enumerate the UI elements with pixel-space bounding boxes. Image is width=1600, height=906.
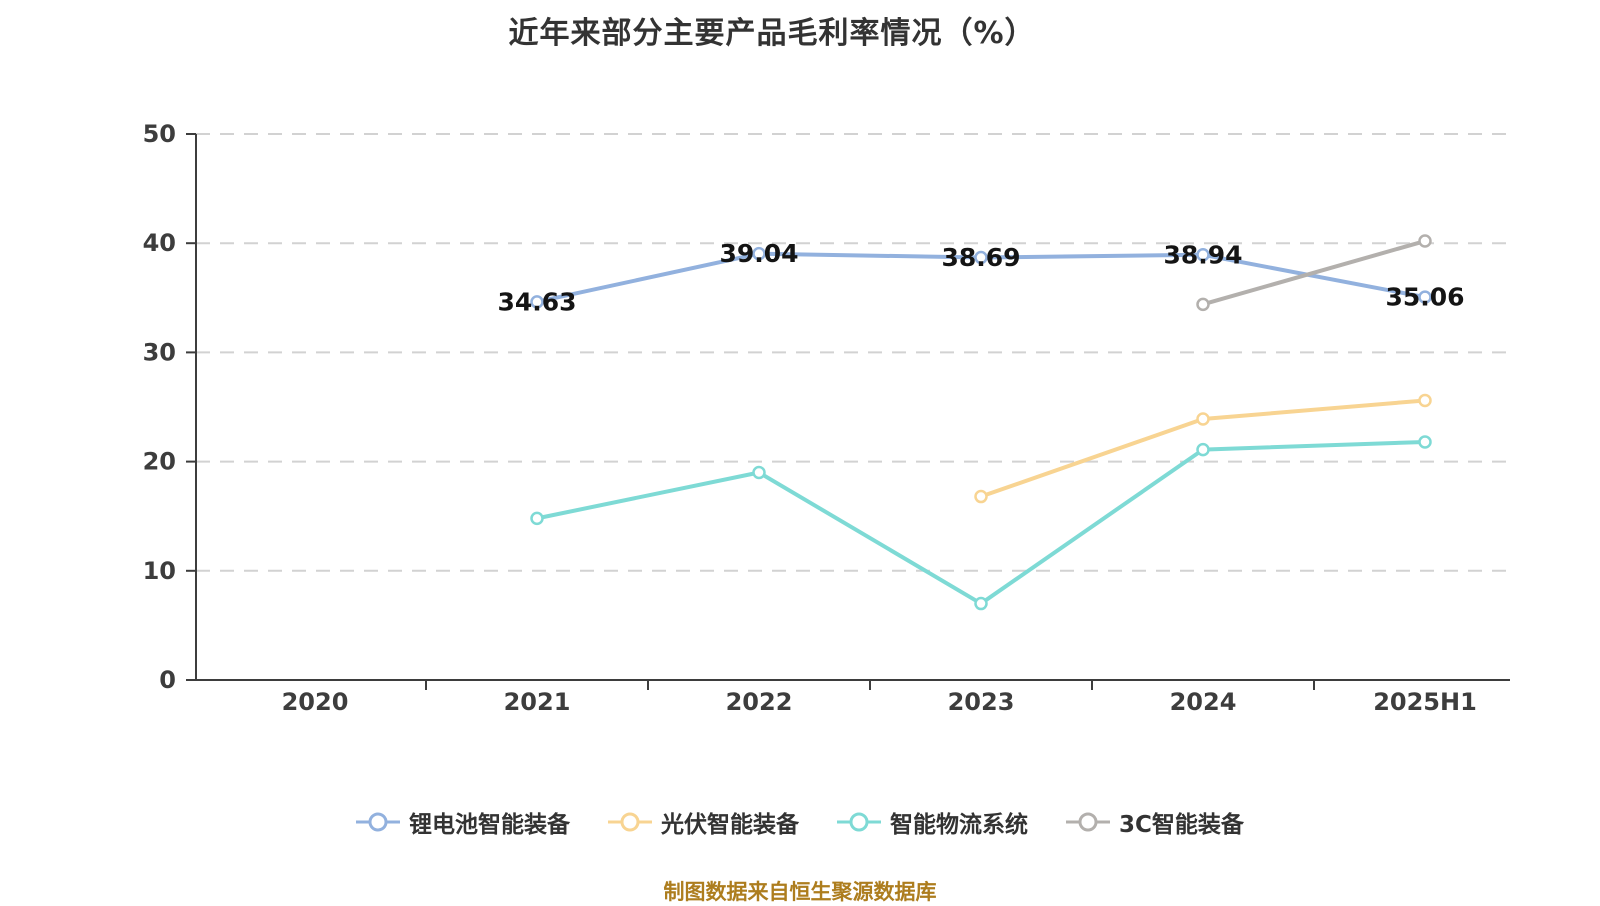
x-tick-label: 2024 bbox=[1170, 688, 1237, 716]
data-point-智能物流系统-2021[interactable] bbox=[530, 511, 544, 526]
x-tick-label: 2020 bbox=[282, 688, 349, 716]
data-point-锂电池智能装备-2021[interactable] bbox=[530, 295, 544, 309]
data-label-锂电池智能装备-2021: 34.63 bbox=[497, 287, 576, 316]
data-point-锂电池智能装备-2025H1[interactable] bbox=[1418, 290, 1432, 304]
legend-marker-icon bbox=[1066, 812, 1111, 832]
legend-label: 3C智能装备 bbox=[1119, 812, 1244, 838]
data-label-锂电池智能装备-2024: 38.94 bbox=[1163, 240, 1242, 269]
legend-item-智能物流系统[interactable]: 智能物流系统 bbox=[837, 805, 1028, 839]
y-tick-label: 40 bbox=[143, 229, 176, 257]
series-line-3C智能装备[interactable] bbox=[1201, 239, 1427, 307]
legend-label: 锂电池智能装备 bbox=[409, 812, 571, 838]
data-point-光伏智能装备-2025H1[interactable] bbox=[1418, 393, 1432, 408]
data-point-锂电池智能装备-2023[interactable] bbox=[974, 250, 988, 265]
legend-circle-icon bbox=[620, 812, 640, 832]
legend-item-3C智能装备[interactable]: 3C智能装备 bbox=[1066, 805, 1244, 839]
chart-legend: 锂电池智能装备 光伏智能装备 智能物流系统 3C智能装备 bbox=[0, 800, 1600, 844]
data-label-锂电池智能装备-2022: 39.04 bbox=[719, 239, 798, 268]
data-point-3C智能装备-2024[interactable] bbox=[1196, 297, 1210, 312]
data-point-智能物流系统-2023[interactable] bbox=[974, 596, 988, 611]
data-point-智能物流系统-2022[interactable] bbox=[752, 465, 766, 480]
x-tick-label: 2022 bbox=[726, 688, 793, 716]
y-tick-label: 50 bbox=[143, 120, 176, 148]
data-label-锂电池智能装备-2025H1: 35.06 bbox=[1385, 283, 1464, 312]
x-tick-label: 2023 bbox=[948, 688, 1015, 716]
data-label-锂电池智能装备-2023: 38.69 bbox=[941, 243, 1020, 272]
y-tick-label: 30 bbox=[143, 338, 176, 366]
data-point-3C智能装备-2025H1[interactable] bbox=[1418, 234, 1432, 248]
legend-circle-icon bbox=[368, 812, 388, 832]
data-point-光伏智能装备-2024[interactable] bbox=[1196, 412, 1210, 426]
legend-circle-icon bbox=[1078, 812, 1098, 832]
series-line-智能物流系统[interactable] bbox=[535, 439, 1427, 606]
data-point-锂电池智能装备-2024[interactable] bbox=[1196, 248, 1210, 262]
legend-circle-icon bbox=[849, 812, 869, 832]
legend-marker-icon bbox=[356, 812, 401, 832]
page-title: 近年来部分主要产品毛利率情况（%） bbox=[508, 16, 1036, 51]
y-tick-label: 0 bbox=[159, 666, 176, 694]
x-tick-label: 2025H1 bbox=[1373, 688, 1477, 716]
x-tick-label: 2021 bbox=[504, 688, 571, 716]
y-tick-label: 20 bbox=[143, 448, 176, 476]
legend-label: 光伏智能装备 bbox=[661, 812, 800, 838]
y-tick-label: 10 bbox=[143, 557, 176, 585]
legend-marker-icon bbox=[837, 812, 882, 832]
line-chart-canvas: 0 10 20 30 40 50 2020 2021 2022 2023 2024 2025H1 34.… bbox=[143, 120, 1510, 716]
legend-item-锂电池智能装备[interactable]: 锂电池智能装备 bbox=[356, 805, 570, 839]
data-point-智能物流系统-2025H1[interactable] bbox=[1418, 435, 1432, 449]
data-point-锂电池智能装备-2022[interactable] bbox=[752, 246, 766, 261]
legend-label: 智能物流系统 bbox=[890, 812, 1029, 838]
legend-marker-icon bbox=[608, 812, 653, 832]
data-point-光伏智能装备-2023[interactable] bbox=[974, 489, 988, 504]
footer-note: 制图数据来自恒生聚源数据库 bbox=[663, 880, 937, 904]
legend-item-光伏智能装备[interactable]: 光伏智能装备 bbox=[608, 805, 799, 839]
data-point-智能物流系统-2024[interactable] bbox=[1196, 442, 1210, 457]
